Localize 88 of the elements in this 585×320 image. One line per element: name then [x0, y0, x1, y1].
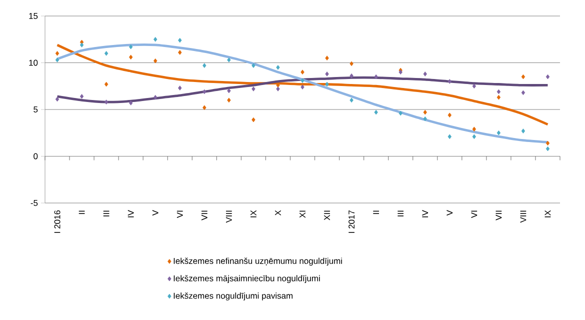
x-tick-label: VIII	[226, 210, 232, 223]
x-tick-label: XII	[324, 210, 330, 220]
x-tick-label: I 2016	[54, 210, 60, 233]
x-tick-label: IX	[250, 210, 256, 218]
point	[276, 65, 280, 70]
point	[448, 112, 452, 118]
point	[521, 90, 526, 96]
point	[423, 110, 427, 115]
x-tick-label: XI	[300, 210, 306, 218]
point	[300, 84, 304, 90]
point	[546, 140, 550, 146]
x-tick-label: I 2017	[348, 210, 355, 233]
point	[202, 89, 206, 94]
point	[472, 84, 476, 89]
point	[325, 82, 329, 87]
y-tick-label: 15	[29, 13, 38, 19]
x-tick-label: VIII	[520, 210, 526, 223]
point	[300, 78, 304, 83]
point	[227, 98, 231, 103]
point	[350, 61, 354, 66]
point	[252, 63, 256, 68]
point	[448, 79, 452, 84]
x-tick-label: VI	[471, 210, 478, 218]
point	[154, 94, 158, 100]
point	[80, 42, 84, 48]
point	[227, 58, 231, 62]
y-tick-label: 0	[34, 153, 38, 160]
point	[546, 146, 550, 152]
point	[154, 36, 158, 42]
legend-label: Iekšzemes noguldījumi pavisam	[174, 292, 293, 300]
x-tick-label: III	[103, 210, 110, 216]
point	[472, 126, 476, 132]
point	[128, 54, 133, 60]
legend-label: Iekšzemes mājsaimniecību noguldījumi	[174, 275, 320, 284]
point	[496, 94, 501, 100]
x-tick-label: VII	[496, 210, 502, 220]
point	[202, 63, 206, 68]
x-tick-label: V	[152, 210, 158, 216]
point	[350, 98, 354, 103]
point	[374, 74, 378, 80]
point	[448, 134, 452, 140]
point	[55, 58, 60, 62]
point	[423, 72, 427, 76]
point	[178, 50, 182, 55]
y-tick-label: 10	[29, 60, 38, 66]
point	[252, 86, 256, 92]
x-tick-label: V	[446, 210, 453, 216]
point	[546, 74, 550, 80]
point	[227, 88, 231, 94]
point	[252, 117, 256, 122]
point	[398, 110, 402, 116]
point	[300, 70, 304, 74]
point	[521, 74, 526, 80]
point	[325, 56, 329, 60]
point	[276, 86, 280, 92]
x-tick-label: II	[78, 210, 85, 214]
point	[472, 134, 476, 140]
point	[496, 89, 501, 94]
point	[104, 82, 108, 87]
point	[325, 72, 329, 76]
point	[374, 110, 378, 115]
point	[55, 51, 60, 56]
point	[128, 44, 133, 50]
legend-label: Iekšzemes nefinanšu uzņēmumu noguldījumi	[174, 258, 342, 266]
point	[104, 51, 108, 56]
x-tick-label: II	[373, 210, 379, 214]
point	[104, 100, 108, 104]
point	[521, 128, 526, 134]
x-tick-label: IV	[128, 210, 134, 218]
point	[202, 105, 206, 110]
point	[80, 94, 84, 99]
point	[178, 86, 182, 90]
y-tick-label: 5	[34, 106, 38, 112]
x-tick-label: III	[398, 210, 404, 216]
point	[496, 130, 501, 136]
x-tick-label: VI	[176, 210, 183, 218]
point	[154, 58, 158, 64]
x-tick-label: IX	[544, 210, 551, 218]
line-series	[56, 44, 549, 126]
point	[423, 116, 427, 122]
point	[350, 73, 354, 78]
point	[55, 96, 60, 102]
point	[128, 100, 133, 106]
x-tick-label: X	[275, 210, 281, 216]
x-tick-label: IV	[422, 210, 428, 218]
point	[178, 38, 182, 43]
y-tick-label: -5	[30, 200, 38, 206]
x-tick-label: VII	[201, 210, 208, 220]
